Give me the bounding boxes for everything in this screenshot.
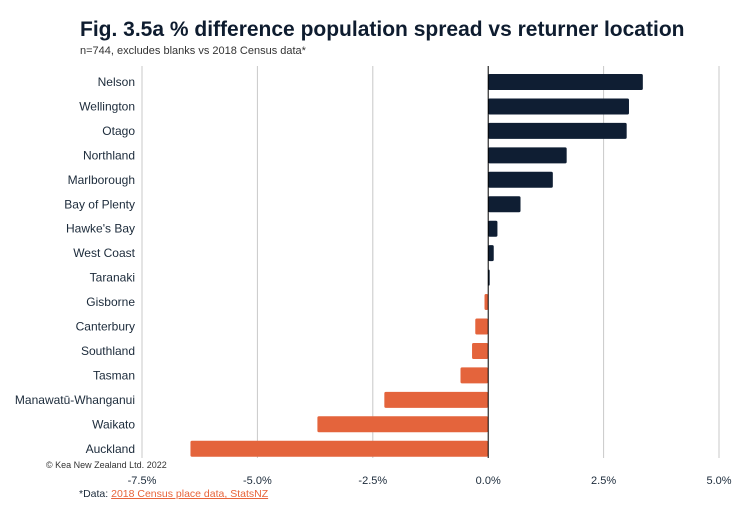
bar <box>488 74 643 90</box>
x-tick-label: 0.0% <box>476 475 501 487</box>
bar <box>488 171 553 188</box>
bar <box>488 196 521 213</box>
category-label: Canterbury <box>76 320 135 334</box>
data-source-footnote: *Data: 2018 Census place data, StatsNZ <box>79 488 268 500</box>
bar <box>190 440 489 457</box>
category-label: Gisborne <box>86 295 135 309</box>
x-tick-label: -2.5% <box>358 475 387 487</box>
x-tick-label: -5.0% <box>243 475 272 487</box>
bar <box>475 318 489 335</box>
category-label: Southland <box>81 344 135 358</box>
category-label: Nelson <box>98 75 135 89</box>
category-label: Auckland <box>86 442 135 456</box>
category-label: Hawke's Bay <box>66 222 135 236</box>
bar <box>460 367 489 384</box>
bar <box>484 294 489 311</box>
bar <box>488 122 627 139</box>
category-label: Northland <box>83 148 135 162</box>
x-tick-label: 5.0% <box>706 475 731 487</box>
category-label: Otago <box>102 124 135 138</box>
category-label: Waikato <box>92 417 135 431</box>
category-label: Marlborough <box>68 173 135 187</box>
x-tick-label: -7.5% <box>128 475 157 487</box>
footnote-prefix: *Data: <box>79 488 112 500</box>
bar <box>317 416 489 433</box>
bars <box>190 74 643 457</box>
bar <box>488 147 567 164</box>
category-labels: Nelson Wellington Otago Northland Marlboroug… <box>15 75 136 456</box>
category-label: West Coast <box>73 246 135 260</box>
category-label: Tasman <box>93 368 135 382</box>
x-tick-label: 2.5% <box>591 475 616 487</box>
category-label: Taranaki <box>90 271 135 285</box>
bar <box>488 245 494 262</box>
category-label: Bay of Plenty <box>64 197 135 211</box>
data-source-link[interactable]: 2018 Census place data, StatsNZ <box>111 488 269 500</box>
chart-title: Fig. 3.5a % difference population spread… <box>80 18 685 41</box>
bar <box>384 391 489 408</box>
category-label: Wellington <box>79 99 135 113</box>
bar <box>472 342 489 359</box>
x-axis-ticks: -7.5% -5.0% -2.5% 0.0% 2.5% 5.0% <box>128 475 732 487</box>
chart-subtitle: n=744, excludes blanks vs 2018 Census da… <box>80 45 306 57</box>
copyright-notice: © Kea New Zealand Ltd. 2022 <box>46 460 167 470</box>
category-label: Manawatū-Whanganui <box>15 393 135 407</box>
bar <box>488 220 498 237</box>
bar <box>488 98 629 115</box>
